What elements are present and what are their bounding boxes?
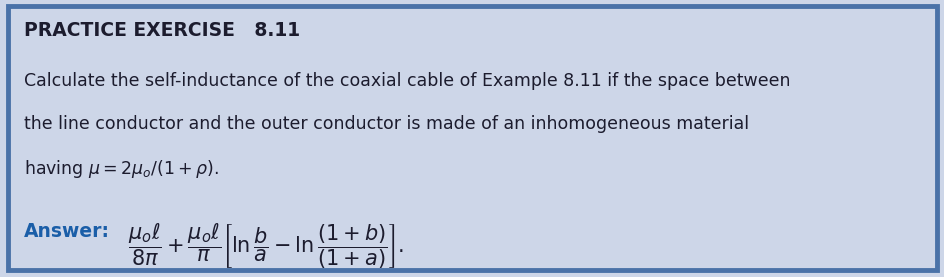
Text: Calculate the self-inductance of the coaxial cable of Example 8.11 if the space : Calculate the self-inductance of the coa… xyxy=(24,72,789,90)
Text: PRACTICE EXERCISE   8.11: PRACTICE EXERCISE 8.11 xyxy=(24,21,299,40)
Text: Answer:: Answer: xyxy=(24,222,110,241)
Text: $\dfrac{\mu_o\ell}{8\pi} + \dfrac{\mu_o\ell}{\pi}\left[\ln\dfrac{b}{a} - \ln\dfr: $\dfrac{\mu_o\ell}{8\pi} + \dfrac{\mu_o\… xyxy=(127,222,403,271)
Text: the line conductor and the outer conductor is made of an inhomogeneous material: the line conductor and the outer conduct… xyxy=(24,115,748,133)
Text: having $\mu = 2\mu_o/(1 + \rho)$.: having $\mu = 2\mu_o/(1 + \rho)$. xyxy=(24,158,219,180)
FancyBboxPatch shape xyxy=(8,6,936,270)
